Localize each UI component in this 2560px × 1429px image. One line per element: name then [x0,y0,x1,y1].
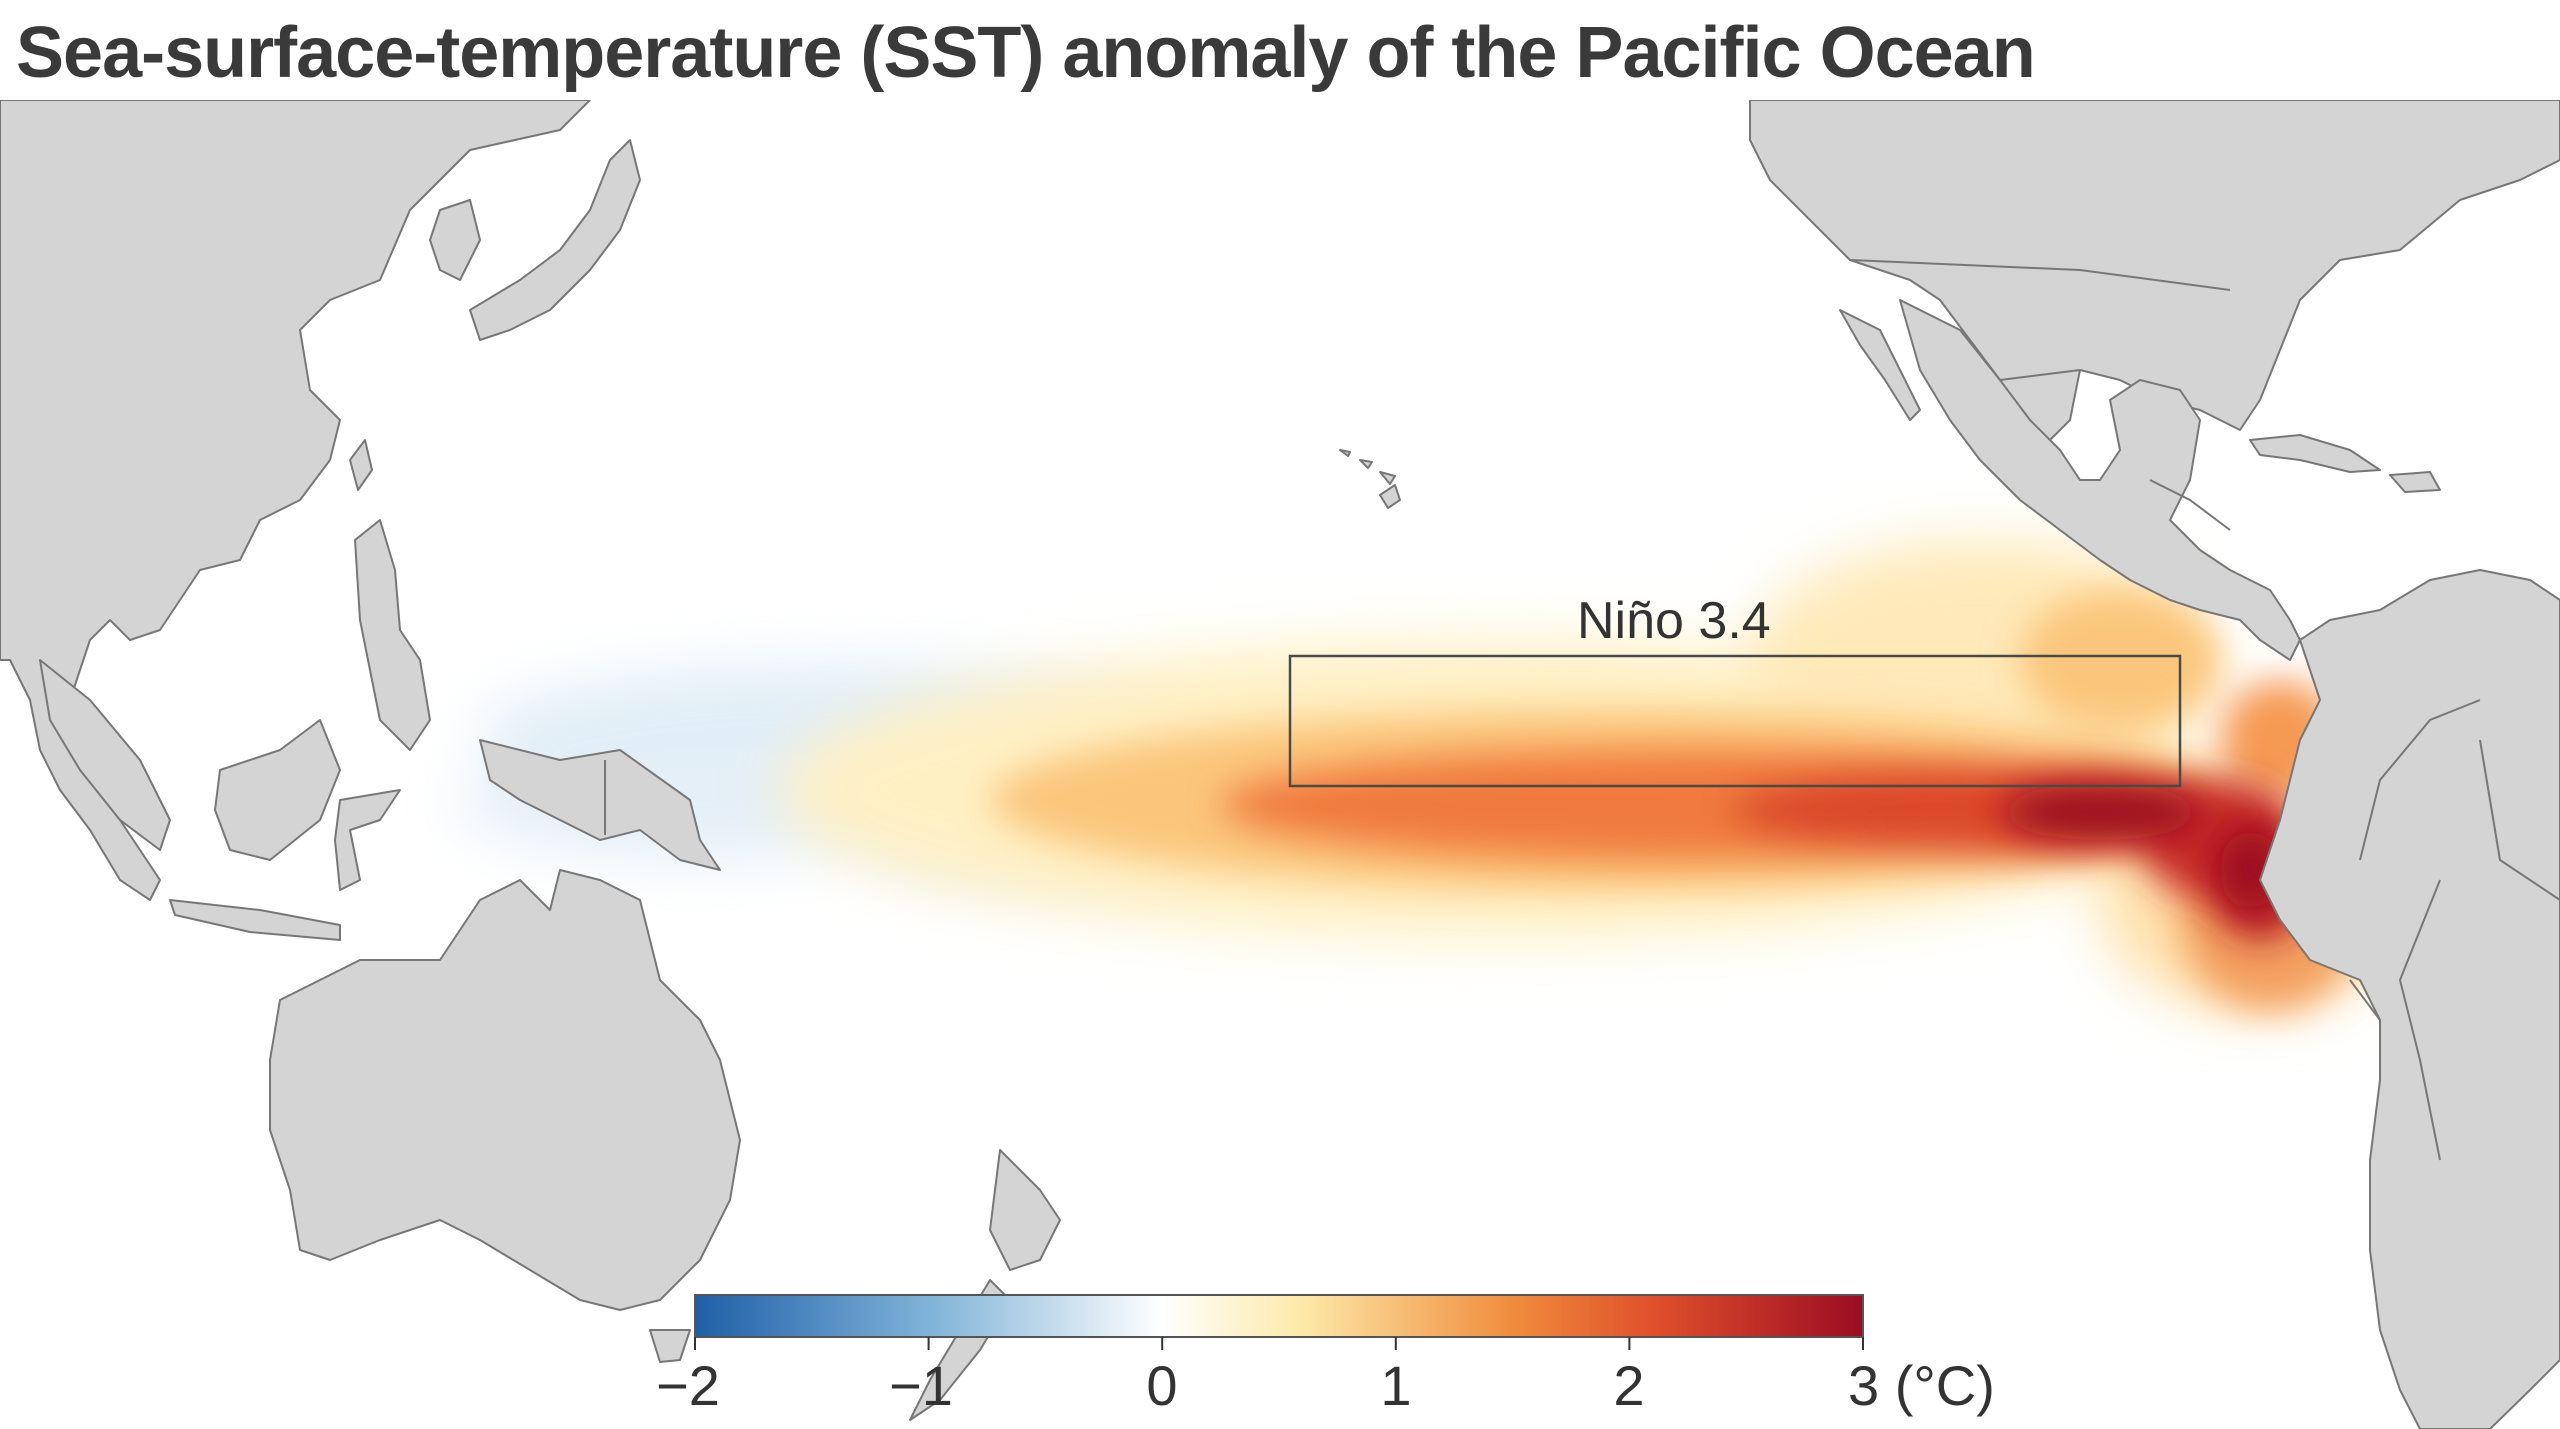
anomaly-field [460,540,2400,1010]
colorbar-tick-label: −2 [656,1354,720,1417]
border-line [1999,369,2081,381]
java-landmass [169,899,341,941]
mexico-central-america-landmass [1899,299,2301,661]
country-borders [604,259,2560,1161]
colorbar-tick-label: 3 (°C) [1848,1354,1995,1417]
australia-landmass [269,869,741,1311]
philippines-landmass [354,519,431,751]
hispaniola-landmass [2389,471,2441,493]
border-line [2359,699,2481,861]
south-america-landmass [2259,569,2560,1429]
border-line [2479,739,2560,901]
tasmania-landmass [649,1329,691,1363]
colorbar: −2 −1 0 1 2 3 (°C) [656,1294,1995,1417]
colorbar-tick-label: −1 [889,1354,953,1417]
page-title: Sea-surface-temperature (SST) anomaly of… [16,13,2036,93]
nino-3-4-region-box [1288,654,2182,788]
border-line [2398,879,2441,1161]
taiwan-landmass [349,439,373,491]
land-masses [0,100,2560,1429]
border-line [2149,479,2231,531]
colorbar-labels: −2 −1 0 1 2 3 (°C) [656,1354,1995,1417]
new-guinea-landmass [479,739,721,871]
sulawesi-landmass [334,789,401,891]
colorbar-tick-label: 1 [1380,1354,1411,1417]
baja-california-landmass [1839,309,1921,421]
border-line [2349,979,2381,1021]
borneo-landmass [214,719,341,861]
korea-landmass [429,199,481,281]
sst-anomaly-map: Niño 3.4 −2 −1 0 1 2 3 (°C) [0,100,2560,1429]
asia-landmass [0,100,591,901]
colorbar-ticks [694,1337,1864,1350]
sumatra-landmass [39,659,171,851]
nino-3-4-label: Niño 3.4 [1577,592,1771,650]
border-line [1849,259,2231,291]
hawaii-landmass [1339,449,1401,509]
japan-landmass [469,139,641,341]
colorbar-gradient [694,1294,1864,1338]
colorbar-tick-label: 0 [1146,1354,1177,1417]
north-america-landmass [1749,100,2560,441]
colorbar-tick-label: 2 [1613,1354,1644,1417]
cuba-landmass [2249,434,2381,473]
